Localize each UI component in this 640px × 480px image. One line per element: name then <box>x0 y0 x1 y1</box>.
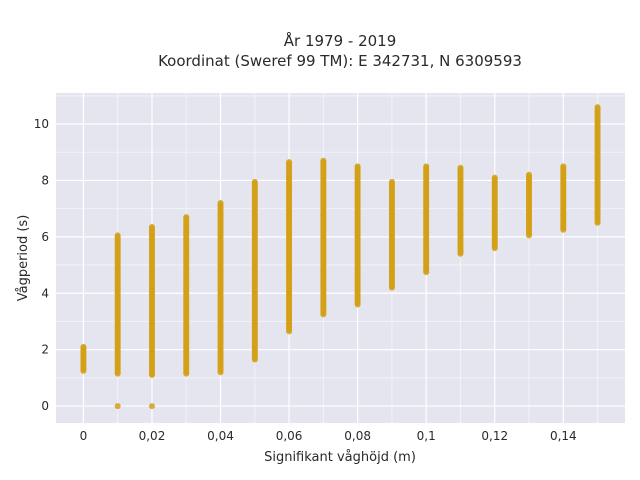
x-tick-label: 0,08 <box>344 429 371 443</box>
data-point <box>457 164 464 171</box>
data-point <box>251 178 258 185</box>
chart-title-line-2: Koordinat (Sweref 99 TM): E 342731, N 63… <box>158 52 522 70</box>
x-tick-label: 0,12 <box>481 429 508 443</box>
data-point <box>594 104 601 111</box>
y-axis-label: Vågperiod (s) <box>16 215 31 302</box>
y-tick-label: 0 <box>41 399 49 413</box>
data-point <box>114 232 121 239</box>
plot-area: 0 0,02 0,04 0,06 0,08 0,1 0,12 0,14 0 2 4 6 8 10 <box>34 93 625 443</box>
data-point <box>114 403 121 410</box>
data-point <box>286 159 293 166</box>
data-point <box>80 343 87 350</box>
chart-title-line-1: År 1979 - 2019 <box>284 31 397 50</box>
data-point <box>526 171 533 178</box>
data-point <box>148 403 155 410</box>
x-axis-label: Signifikant våghöjd (m) <box>264 450 416 465</box>
x-tick-label: 0,02 <box>139 429 166 443</box>
y-tick-label: 10 <box>34 117 49 131</box>
plot-background <box>56 93 625 423</box>
data-point <box>423 163 430 170</box>
data-point <box>183 214 190 221</box>
data-point <box>388 178 395 185</box>
x-tick-label: 0,14 <box>550 429 577 443</box>
data-point <box>148 223 155 230</box>
x-tick-label: 0,04 <box>207 429 234 443</box>
y-tick-label: 2 <box>41 343 49 357</box>
data-point <box>491 174 498 181</box>
y-tick-label: 8 <box>41 173 49 187</box>
data-point <box>354 163 361 170</box>
data-point <box>560 163 567 170</box>
y-tick-label: 6 <box>41 230 49 244</box>
x-tick-label: 0,1 <box>417 429 436 443</box>
data-point <box>217 200 224 206</box>
x-tick-label: 0,06 <box>276 429 303 443</box>
x-tick-label: 0 <box>80 429 88 443</box>
y-tick-label: 4 <box>41 286 49 300</box>
data-point <box>320 157 327 164</box>
